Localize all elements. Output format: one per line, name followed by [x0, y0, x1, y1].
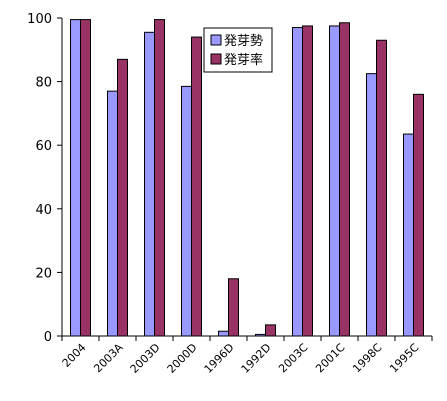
y-tick-label: 60	[35, 139, 52, 154]
y-tick-label: 20	[35, 266, 52, 281]
bar-series1-1995C	[403, 133, 414, 337]
x-tick-label: 2004	[60, 341, 89, 370]
bar-series1-2003C	[292, 27, 303, 337]
bar-series1-1992D	[255, 333, 266, 337]
bar-series1-2001C	[329, 25, 340, 337]
bar-series1-2003D	[144, 31, 155, 337]
bars	[70, 19, 424, 337]
y-tick-label: 80	[35, 76, 52, 91]
bar-series2-2003A	[117, 58, 128, 337]
bar-series2-2000D	[191, 36, 202, 337]
bar-series1-1996D	[218, 330, 229, 337]
x-tick-label: 1992D	[239, 341, 274, 376]
bar-series2-1992D	[265, 324, 276, 337]
y-tick-label: 40	[35, 203, 52, 218]
legend-swatch	[210, 34, 222, 46]
y-tick-label: 100	[27, 12, 52, 27]
bar-series1-1998C	[366, 73, 377, 337]
x-tick-labels: 2004 2003A 2003D 2000D 1996D 1992D 2003C 2001C 1…	[60, 341, 422, 376]
axes: 0 20 40 60 80 100	[27, 12, 433, 345]
bar-series2-2004	[80, 19, 91, 337]
x-tick-label: 1998C	[350, 341, 385, 376]
legend-swatch	[210, 53, 222, 65]
bar-series2-1996D	[228, 278, 239, 337]
legend-label: 発芽勢	[224, 34, 263, 49]
x-tick-label: 2003C	[276, 341, 311, 376]
x-tick-label: 2003D	[128, 341, 163, 376]
legend-label: 発芽率	[224, 52, 263, 68]
x-tick-label: 1996D	[202, 341, 237, 376]
y-tick-label: 0	[44, 330, 52, 345]
bar-series2-1998C	[376, 39, 387, 337]
bar-series1-2004	[70, 19, 81, 337]
x-tick-label: 1995C	[387, 341, 422, 376]
bar-series2-2001C	[339, 22, 350, 337]
x-tick-label: 2000D	[165, 341, 200, 376]
bar-series1-2003A	[107, 90, 118, 337]
bar-series2-2003C	[302, 25, 313, 337]
x-tick-label: 2001C	[313, 341, 348, 376]
bar-series2-1995C	[413, 93, 424, 337]
bar-series1-2000D	[181, 85, 192, 337]
x-tick-label: 2003A	[91, 341, 126, 376]
bar-series2-2003D	[154, 19, 165, 337]
